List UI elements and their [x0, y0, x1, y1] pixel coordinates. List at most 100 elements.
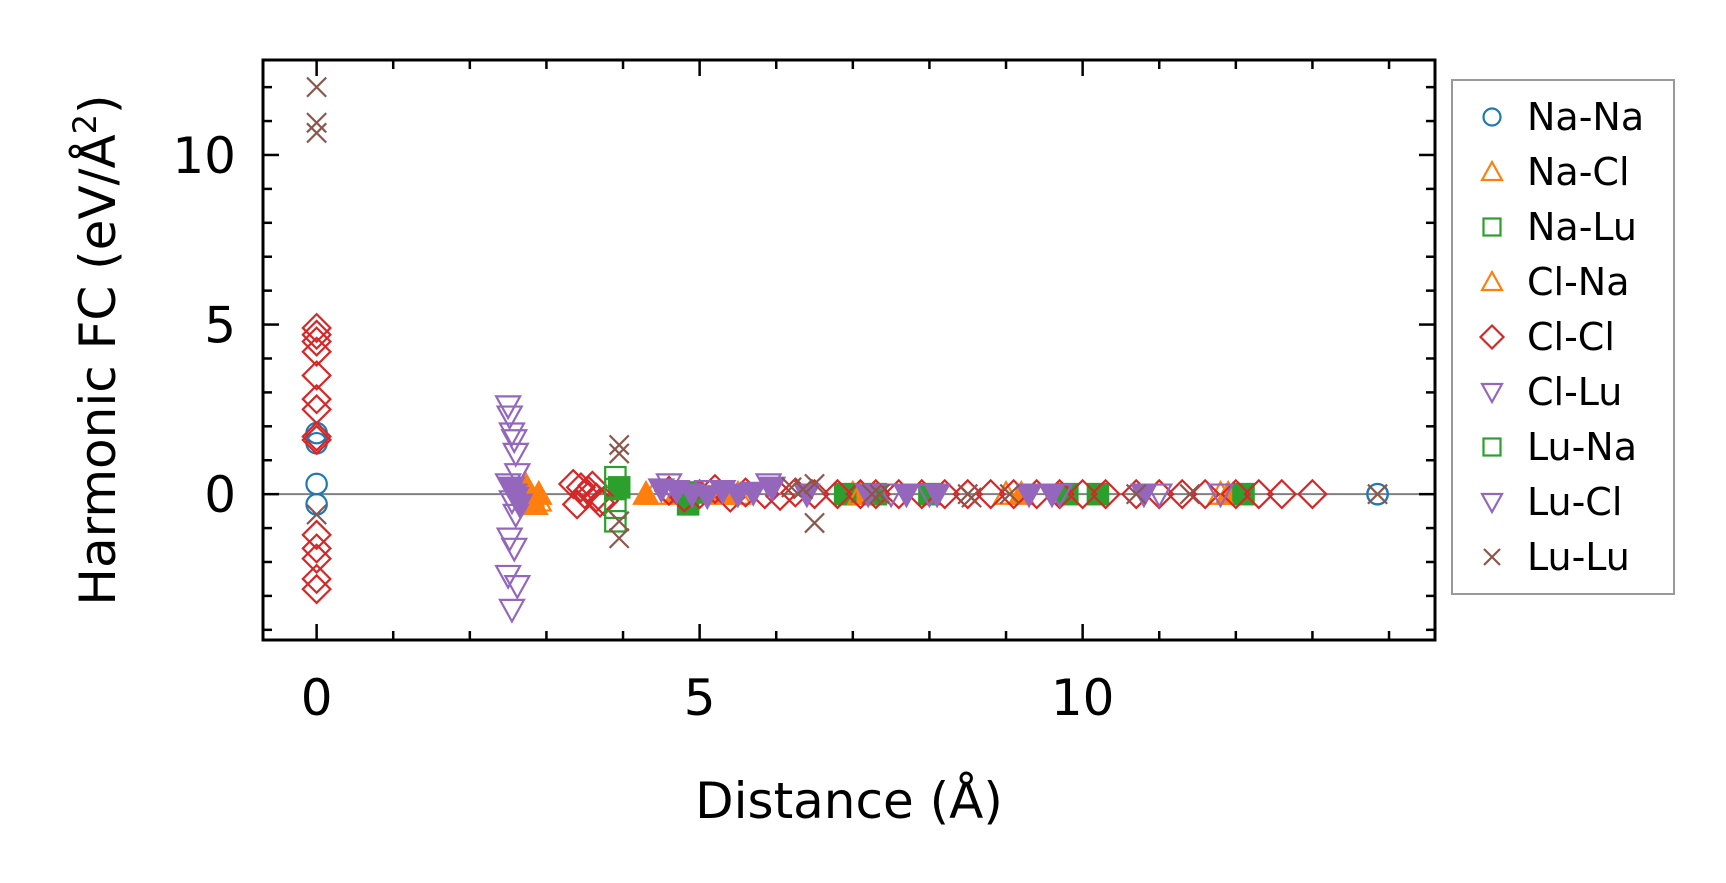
- data-point: [1366, 482, 1389, 506]
- legend-marker: [1480, 382, 1504, 405]
- legend-item: Lu-Lu: [1483, 535, 1630, 579]
- data-point: [758, 476, 787, 502]
- data-point: [305, 493, 328, 516]
- series-lu-na: [604, 465, 627, 533]
- data-point: [301, 533, 332, 564]
- data-point: [498, 422, 526, 448]
- data-point: [1179, 483, 1201, 505]
- data-point: [301, 394, 332, 425]
- legend-item: Cl-Na: [1480, 260, 1630, 304]
- y-tick-label: 5: [204, 297, 236, 355]
- legend-item: Na-Lu: [1482, 205, 1637, 249]
- legend-item: Na-Cl: [1480, 150, 1630, 194]
- legend-marker: [1480, 269, 1504, 292]
- data-point: [923, 483, 951, 509]
- data-point: [501, 442, 530, 468]
- data-point: [500, 537, 529, 563]
- y-axis-label: Harmonic FC (eV/Å2): [66, 94, 127, 605]
- data-point: [604, 509, 627, 533]
- data-point: [1125, 483, 1147, 505]
- data-point: [500, 429, 529, 455]
- data-point: [693, 485, 722, 511]
- data-point: [301, 383, 332, 415]
- data-point: [301, 360, 332, 391]
- data-point: [1367, 483, 1388, 505]
- data-point: [524, 486, 553, 512]
- legend-item: Cl-Cl: [1478, 315, 1615, 359]
- data-point: [561, 488, 593, 520]
- data-point: [739, 481, 768, 507]
- data-point: [1015, 483, 1043, 509]
- data-point: [569, 478, 601, 510]
- data-point: [604, 477, 627, 501]
- legend-marker: [1480, 492, 1504, 515]
- data-point: [301, 519, 332, 551]
- series-lu-lu: [306, 76, 1388, 549]
- legend-marker: [1478, 323, 1506, 351]
- y-tick-label: 10: [172, 127, 236, 185]
- data-point: [301, 563, 332, 595]
- y-axis-label-prefix: Harmonic FC (eV/Å: [69, 134, 127, 605]
- legend-item: Lu-Na: [1482, 425, 1637, 469]
- data-point: [1297, 478, 1328, 510]
- data-point: [306, 112, 327, 134]
- data-point: [1067, 478, 1098, 510]
- legend-item: Cl-Lu: [1480, 370, 1622, 414]
- data-point: [306, 122, 327, 144]
- legend-marker: [1480, 159, 1504, 182]
- legend-label: Lu-Na: [1527, 425, 1637, 469]
- x-tick-label: 5: [684, 669, 716, 727]
- data-point: [792, 478, 814, 500]
- data-point: [301, 336, 332, 368]
- data-point: [1145, 483, 1174, 509]
- data-point: [961, 487, 982, 508]
- legend-item: Na-Na: [1482, 95, 1644, 139]
- data-point: [306, 504, 327, 525]
- data-point: [301, 424, 332, 456]
- y-axis-label-sup: 2: [66, 114, 104, 134]
- y-tick-label: 0: [204, 466, 236, 524]
- y-axis-label-suffix: ): [69, 94, 127, 114]
- legend-marker: [1482, 107, 1502, 127]
- series-cl-cl: [301, 312, 1328, 605]
- x-axis-label: Distance (Å): [695, 772, 1003, 830]
- data-point: [503, 575, 532, 600]
- data-point: [306, 76, 327, 98]
- data-point: [565, 472, 597, 503]
- data-point: [301, 543, 332, 574]
- data-point: [608, 527, 630, 549]
- data-point: [301, 319, 332, 351]
- legend-label: Na-Cl: [1527, 150, 1630, 194]
- data-point: [1243, 478, 1275, 510]
- legend-label: Na-Na: [1527, 95, 1644, 139]
- legend-label: Cl-Lu: [1527, 370, 1622, 414]
- data-point: [869, 483, 891, 505]
- data-point: [804, 473, 825, 495]
- data-point: [608, 443, 630, 464]
- data-point: [301, 312, 332, 344]
- legend-label: Cl-Na: [1527, 260, 1630, 304]
- data-point: [1038, 483, 1066, 509]
- x-tick-label: 10: [1051, 669, 1115, 727]
- plot-area: [263, 76, 1435, 624]
- data-point: [301, 326, 332, 357]
- legend-label: Lu-Lu: [1527, 535, 1630, 579]
- data-point: [822, 478, 853, 510]
- data-point: [861, 483, 883, 505]
- data-point: [892, 483, 921, 509]
- data-point: [1166, 478, 1198, 510]
- data-point: [608, 434, 630, 456]
- data-point: [608, 510, 630, 532]
- legend-label: Na-Lu: [1527, 205, 1637, 249]
- legend: Na-Na Na-Cl Na-Lu Cl-Na Cl-Cl Cl-Lu Lu-Na Lu-Cl…: [1451, 79, 1675, 595]
- data-point: [999, 483, 1021, 505]
- data-point: [724, 483, 752, 509]
- legend-marker: [1483, 548, 1501, 566]
- plot-frame: [261, 58, 1437, 642]
- data-point: [1206, 483, 1235, 509]
- data-point: [305, 472, 328, 496]
- data-point: [301, 573, 332, 605]
- axis-ticks: [263, 60, 1435, 640]
- data-point: [301, 421, 332, 452]
